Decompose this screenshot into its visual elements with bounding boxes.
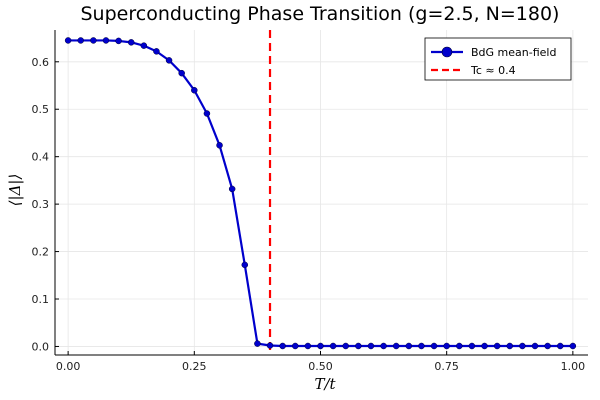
legend-vline-label: Tc ≈ 0.4 <box>470 64 516 77</box>
data-point <box>165 57 173 64</box>
tick-labels: 0.00 0.25 0.50 0.75 1.00 0.0 0.1 0.2 0.3 0.4 0.5 0.… <box>32 56 586 373</box>
data-point <box>443 342 450 350</box>
data-point <box>178 69 185 77</box>
data-point <box>216 142 223 149</box>
x-tick-label: 0.00 <box>56 360 81 373</box>
data-point <box>569 342 577 350</box>
legend-box <box>424 37 572 81</box>
x-axis-label: T/t <box>314 375 336 393</box>
data-point <box>468 342 476 350</box>
data-point <box>266 342 274 349</box>
series-layer <box>64 37 577 350</box>
x-tick-label: 0.50 <box>308 360 333 373</box>
y-tick-label: 0.1 <box>32 293 50 306</box>
legend-series-label: BdG mean-field <box>471 46 556 59</box>
data-point <box>279 342 286 350</box>
data-point <box>342 342 349 350</box>
data-point <box>506 342 514 350</box>
data-point <box>392 342 400 350</box>
y-axis-label: ⟨|Δ|⟩ <box>6 174 24 207</box>
data-point <box>228 185 236 193</box>
legend: BdG mean-field Tc ≈ 0.4 <box>424 37 572 81</box>
data-point <box>544 342 551 350</box>
data-point <box>481 342 488 350</box>
y-tick-label: 0.5 <box>32 103 50 116</box>
data-point <box>329 342 337 350</box>
data-point <box>102 37 110 44</box>
data-point <box>355 342 362 350</box>
data-point <box>556 342 564 350</box>
legend-series-marker <box>441 46 453 58</box>
data-point <box>64 37 72 44</box>
data-point <box>493 342 501 350</box>
y-tick-label: 0.4 <box>32 151 50 164</box>
data-point <box>191 87 198 94</box>
x-tick-label: 0.75 <box>434 360 459 373</box>
data-point <box>292 342 299 350</box>
chart-title: Superconducting Phase Transition (g=2.5,… <box>81 3 560 25</box>
data-point <box>203 110 211 117</box>
data-point <box>127 39 135 46</box>
data-point <box>456 342 463 350</box>
data-point <box>418 342 425 350</box>
data-point <box>317 342 324 350</box>
data-point <box>254 340 261 347</box>
data-point <box>405 342 413 350</box>
data-point <box>90 37 97 44</box>
data-point <box>430 342 438 350</box>
data-point <box>115 37 122 45</box>
data-point <box>367 342 375 350</box>
axes <box>54 30 588 356</box>
y-tick-label: 0.3 <box>32 198 50 211</box>
data-point <box>140 42 148 49</box>
y-tick-label: 0.2 <box>32 246 50 259</box>
y-tick-label: 0.0 <box>32 340 50 353</box>
y-tick-label: 0.6 <box>32 56 50 69</box>
data-point <box>380 342 387 350</box>
x-tick-label: 1.00 <box>561 360 586 373</box>
grid <box>55 30 588 355</box>
data-point <box>77 37 84 44</box>
data-point <box>519 342 526 350</box>
data-point <box>153 48 160 55</box>
x-tick-label: 0.25 <box>182 360 207 373</box>
data-point <box>531 342 539 350</box>
data-point <box>304 342 312 350</box>
data-point <box>241 261 249 269</box>
